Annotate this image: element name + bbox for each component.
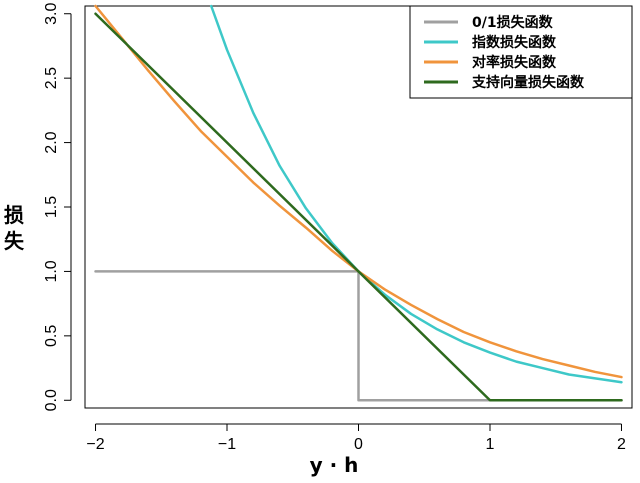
y-tick-label: 2.5 <box>43 67 60 89</box>
x-tick-label: 1 <box>486 436 495 453</box>
legend-label: 指数损失函数 <box>472 34 557 51</box>
plot-area <box>84 5 633 409</box>
y-axis-title-text: 损失 <box>4 203 25 253</box>
series-line-1 <box>209 4 623 384</box>
x-axis-title: y · h <box>310 453 359 477</box>
y-tick-label: 0.5 <box>43 325 60 347</box>
y-tick-label: 1.0 <box>43 260 60 282</box>
y-tick-label: 2.0 <box>43 131 60 153</box>
plot-border <box>84 5 633 409</box>
y-axis-title: 损失 <box>4 203 25 253</box>
x-tick-label: 2 <box>617 436 626 453</box>
series-line-0 <box>94 270 623 402</box>
legend-label: 支持向量损失函数 <box>471 74 585 91</box>
legend-label: 0/1损失函数 <box>472 14 554 31</box>
y-tick-label: 3.0 <box>43 3 60 25</box>
x-axis: −2 −1 0 1 2 <box>86 423 626 453</box>
x-tick-label: −2 <box>86 436 104 453</box>
y-axis: 0.0 0.5 1.0 1.5 2.0 2.5 3.0 <box>43 3 72 411</box>
x-tick-label: 0 <box>354 436 363 453</box>
y-tick-label: 0.0 <box>43 389 60 411</box>
series-layer <box>94 4 623 402</box>
x-tick-label: −1 <box>218 436 236 453</box>
legend-label: 对率损失函数 <box>472 54 557 71</box>
series-line-3 <box>94 12 623 402</box>
y-tick-label: 1.5 <box>43 196 60 218</box>
